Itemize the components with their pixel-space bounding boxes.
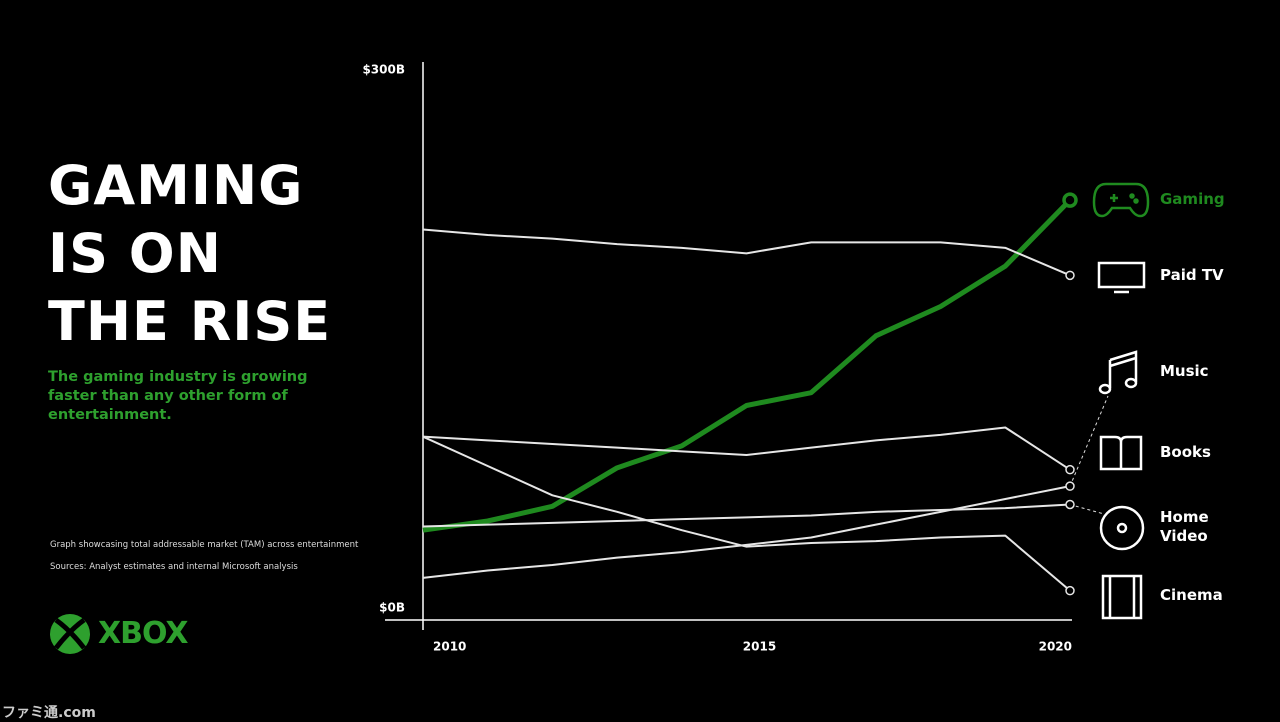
series-line	[422, 503, 1071, 528]
series-line	[422, 228, 1071, 277]
watermark: ファミ通.com	[2, 705, 96, 721]
legend-icons	[1092, 182, 1150, 620]
note: Sources: Analyst estimates and internal …	[50, 562, 298, 572]
x-tick-label: 2020	[1039, 640, 1072, 654]
y-tick-label: $300B	[362, 63, 405, 77]
title-line: IS ON	[48, 222, 222, 285]
connector	[1069, 504, 1105, 515]
title-line: THE RISE	[48, 290, 332, 353]
legend-label: Paid TV	[1160, 266, 1224, 284]
film-icon	[1101, 574, 1143, 620]
x-tick-label: 2010	[433, 640, 466, 654]
end-marker	[1065, 464, 1075, 475]
title: GAMING IS ON THE RISE	[48, 152, 331, 356]
legend-label: Home Video	[1160, 508, 1209, 545]
disc-icon	[1099, 505, 1145, 551]
series-group	[422, 192, 1109, 596]
note: Graph showcasing total addressable marke…	[50, 540, 359, 550]
series-line	[422, 426, 1071, 471]
end-marker	[1065, 270, 1075, 281]
series-line	[422, 435, 1071, 592]
connector	[1069, 395, 1109, 487]
series-line	[422, 198, 1072, 533]
gamepad-icon	[1092, 182, 1150, 218]
end-marker	[1062, 192, 1078, 208]
legend-label: Gaming	[1160, 190, 1225, 208]
logo-text: XBOX	[98, 616, 189, 651]
legend-label: Cinema	[1160, 586, 1223, 604]
title-line: GAMING	[48, 154, 304, 217]
tv-icon	[1097, 261, 1146, 294]
y-tick-label: $0B	[379, 601, 405, 615]
legend-label: Books	[1160, 443, 1211, 461]
logo-icon	[50, 614, 90, 654]
end-marker	[1065, 585, 1075, 596]
legend-label: Music	[1160, 362, 1209, 380]
series-line	[422, 485, 1071, 579]
subtitle: The gaming industry is growing faster th…	[48, 369, 308, 423]
book-icon	[1099, 435, 1143, 471]
end-marker	[1065, 499, 1075, 510]
music-icon	[1108, 350, 1138, 388]
x-tick-label: 2015	[743, 640, 776, 654]
end-marker	[1065, 481, 1075, 491]
